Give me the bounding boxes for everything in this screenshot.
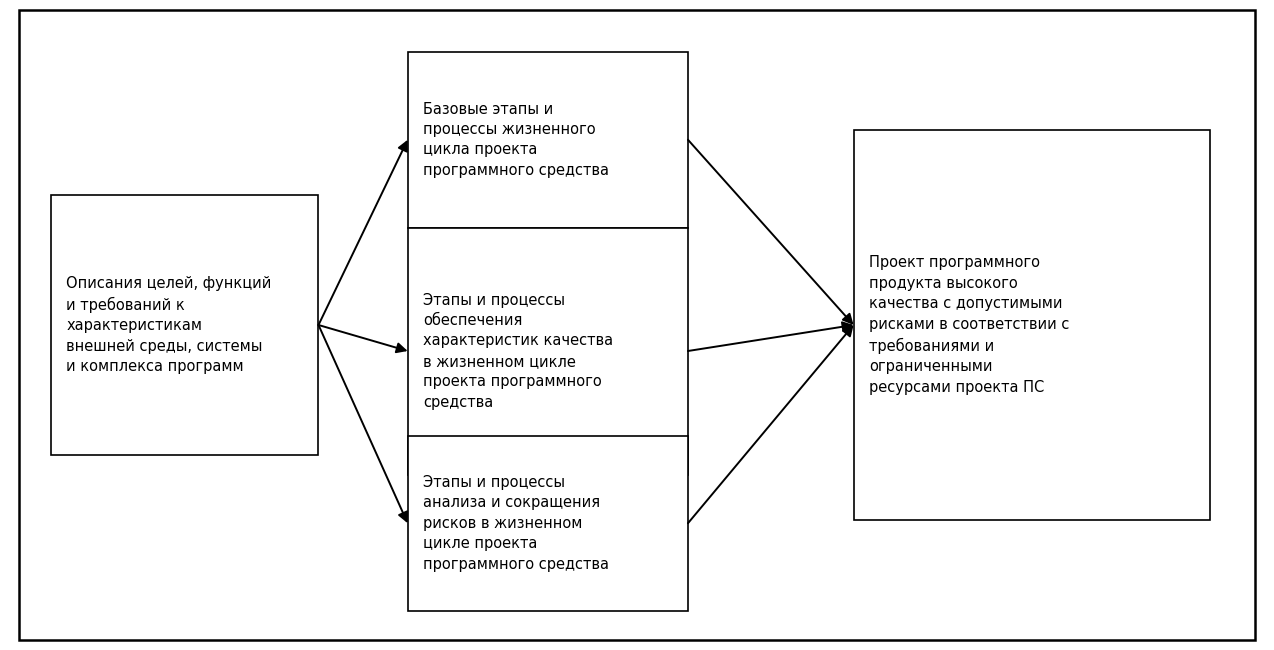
Text: Этапы и процессы
обеспечения
характеристик качества
в жизненном цикле
проекта пр: Этапы и процессы обеспечения характерист…	[423, 292, 613, 410]
Bar	[408, 52, 688, 227]
Bar	[854, 130, 1210, 520]
Bar	[408, 436, 688, 611]
Text: Описания целей, функций
и требований к
характеристикам
внешней среды, системы
и : Описания целей, функций и требований к х…	[66, 276, 271, 374]
Text: Базовые этапы и
процессы жизненного
цикла проекта
программного средства: Базовые этапы и процессы жизненного цикл…	[423, 101, 609, 178]
Bar	[51, 195, 318, 455]
Text: Этапы и процессы
анализа и сокращения
рисков в жизненном
цикле проекта
программн: Этапы и процессы анализа и сокращения ри…	[423, 475, 609, 571]
Text: Проект программного
продукта высокого
качества с допустимыми
рисками в соответст: Проект программного продукта высокого ка…	[869, 255, 1069, 395]
Bar	[408, 227, 688, 474]
